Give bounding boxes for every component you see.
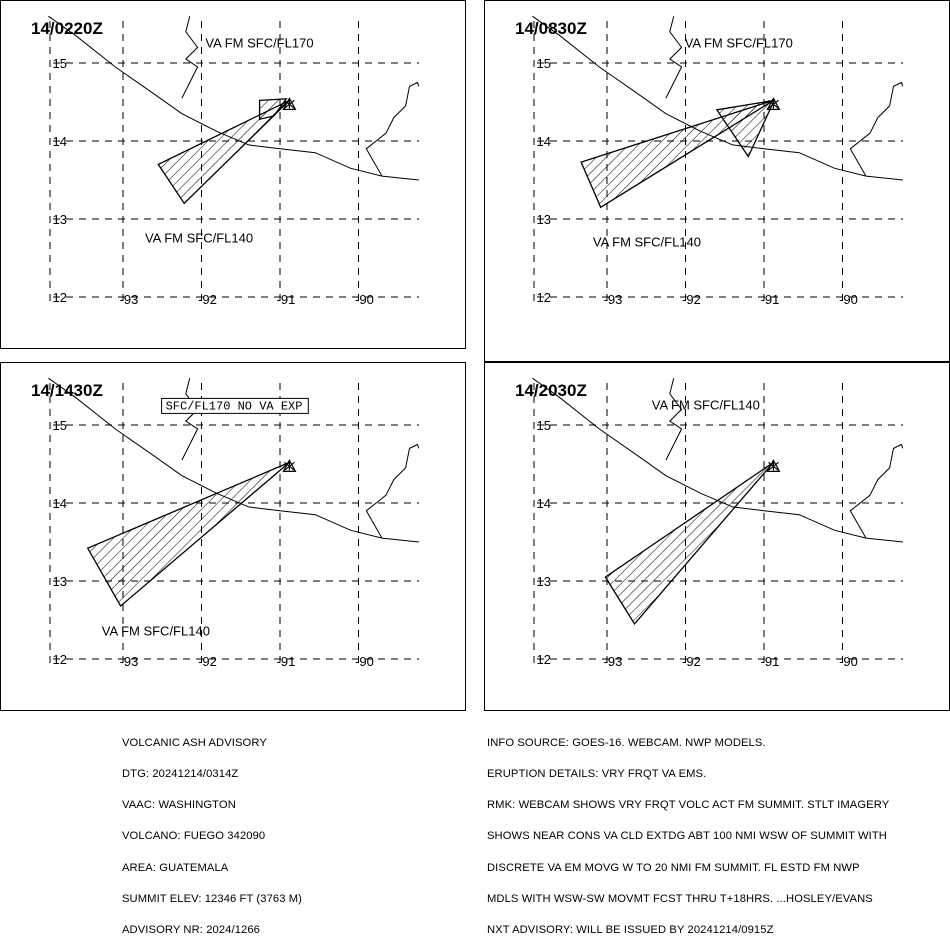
ash-cloud-polygon [157,99,290,205]
eastern-border [849,81,903,177]
advisory-dtg: DTG: 20241214/0314Z [122,768,239,781]
mexico-guatemala-border [181,378,199,461]
ash-map-4: 15 14 13 12 -93 -92 -91 -90 14/2030Z VA FM SFC/FL… [515,377,903,669]
longitude-tick-label: -90 [839,292,858,307]
ash-cloud-polygon [715,99,776,158]
advisory-number: ADVISORY NR: 2024/1266 [122,924,260,937]
ash-map-2: 15 14 13 12 -93 -92 -91 -90 14/0830Z VA FM SFC/FL… [515,15,903,307]
geography [532,15,903,181]
latitude-tick-label: 12 [537,290,551,305]
ash-layer-label: VA FM SFC/FL170 [685,35,793,50]
longitude-tick-label: -92 [198,292,217,307]
valid-time-label: 14/0830Z [515,19,587,38]
ash-map-1: 15 14 13 12 -93 -92 -91 -90 14/0220Z VA FM SFC/FL… [31,15,419,307]
longitude-tick-label: -90 [355,654,374,669]
advisory-next-advisory: NXT ADVISORY: WILL BE ISSUED BY 20241214… [487,924,774,937]
forecast-panel-4: 15 14 13 12 -93 -92 -91 -90 14/2030Z VA FM SFC/FL… [484,362,950,711]
mexico-guatemala-border [665,378,683,461]
latitude-tick-label: 14 [53,134,67,149]
volcano-icon [766,97,781,110]
latitude-tick-label: 13 [53,574,67,589]
advisory-remarks-block: INFO SOURCE: GOES-16. WEBCAM. NWP MODELS… [487,717,889,946]
ash-layer-label: VA FM SFC/FL140 [145,230,253,245]
advisory-remarks-line: SHOWS NEAR CONS VA CLD EXTDG ABT 100 NMI… [487,830,887,843]
forecast-panel-2: 15 14 13 12 -93 -92 -91 -90 14/0830Z VA FM SFC/FL… [484,0,950,362]
ash-layer-label: VA FM SFC/FL140 [102,624,210,639]
advisory-info-source: INFO SOURCE: GOES-16. WEBCAM. NWP MODELS… [487,736,766,749]
longitude-tick-label: -90 [839,654,858,669]
eastern-border [365,81,419,177]
volcano-icon [766,459,781,472]
valid-time-label: 14/0220Z [31,19,103,38]
longitude-tick-label: -93 [604,292,623,307]
latitude-tick-label: 15 [53,56,67,71]
advisory-volcano: VOLCANO: FUEGO 342090 [122,830,266,843]
forecast-panel-1: 15 14 13 12 -93 -92 -91 -90 14/0220Z VA FM SFC/FL… [0,0,466,349]
graticule [533,383,903,666]
summit-star-icon [284,460,295,471]
longitude-tick-label: -93 [120,292,139,307]
advisory-remarks-line: DISCRETE VA EM MOVG W TO 20 NMI FM SUMMI… [487,861,860,874]
longitude-tick-label: -93 [120,654,139,669]
ash-layer-label: VA FM SFC/FL170 [205,35,313,50]
longitude-tick-label: -91 [761,292,780,307]
longitude-tick-label: -92 [682,292,701,307]
latitude-tick-label: 12 [53,290,67,305]
latitude-tick-label: 12 [537,652,551,667]
ash-layer-label: VA FM SFC/FL140 [593,234,701,249]
latitude-tick-label: 12 [53,652,67,667]
longitude-tick-label: -90 [355,292,374,307]
valid-time-label: 14/1430Z [31,381,103,400]
graticule [533,21,903,304]
latitude-tick-label: 14 [537,134,551,149]
advisory-remarks-line: MDLS WITH WSW-SW MOVMT FCST THRU T+18HRS… [487,892,873,905]
coastline [532,15,903,181]
advisory-vaac: VAAC: WASHINGTON [122,799,236,812]
ash-cloud-polygon [604,461,774,625]
ash-cloud-polygon [86,461,290,608]
summit-star-icon [284,98,295,109]
latitude-tick-label: 15 [537,56,551,71]
no-ash-callout-box [161,397,309,414]
ash-layer-label: VA FM SFC/FL140 [652,397,760,412]
longitude-tick-label: -93 [604,654,623,669]
ash-map-3: 15 14 13 12 -93 -92 -91 -90 14/1430Z VA FM SFC/FL… [31,377,419,669]
latitude-tick-label: 13 [53,212,67,227]
forecast-panel-3: 15 14 13 12 -93 -92 -91 -90 14/1430Z VA FM SFC/FL… [0,362,466,711]
mexico-guatemala-border [665,16,683,99]
valid-time-label: 14/2030Z [515,381,587,400]
advisory-area: AREA: GUATEMALA [122,861,229,874]
ash-cloud-polygon [258,98,288,121]
eastern-border [365,443,419,539]
longitude-tick-label: -92 [682,654,701,669]
advisory-eruption-details: ERUPTION DETAILS: VRY FRQT VA EMS. [487,768,707,781]
mexico-guatemala-border [181,16,199,99]
latitude-tick-label: 14 [537,496,551,511]
ash-cloud-polygon [580,99,774,209]
summit-star-icon [768,98,779,109]
advisory-summit-elev: SUMMIT ELEV: 12346 FT (3763 M) [122,892,302,905]
advisory-header-block: VOLCANIC ASH ADVISORY DTG: 20241214/0314… [122,717,302,946]
no-ash-callout-text: SFC/FL170 NO VA EXP [166,399,303,413]
latitude-tick-label: 13 [537,212,551,227]
longitude-tick-label: -92 [198,654,217,669]
advisory-title: VOLCANIC ASH ADVISORY [122,736,267,749]
eastern-border [849,443,903,539]
latitude-tick-label: 15 [537,418,551,433]
latitude-tick-label: 14 [53,496,67,511]
graticule [49,21,419,304]
longitude-tick-label: -91 [277,292,296,307]
latitude-tick-label: 15 [53,418,67,433]
longitude-tick-label: -91 [277,654,296,669]
summit-star-icon [768,460,779,471]
advisory-remarks-line: RMK: WEBCAM SHOWS VRY FRQT VOLC ACT FM S… [487,799,890,812]
volcano-icon [282,97,297,110]
longitude-tick-label: -91 [761,654,780,669]
latitude-tick-label: 13 [537,574,551,589]
volcano-icon [282,459,297,472]
